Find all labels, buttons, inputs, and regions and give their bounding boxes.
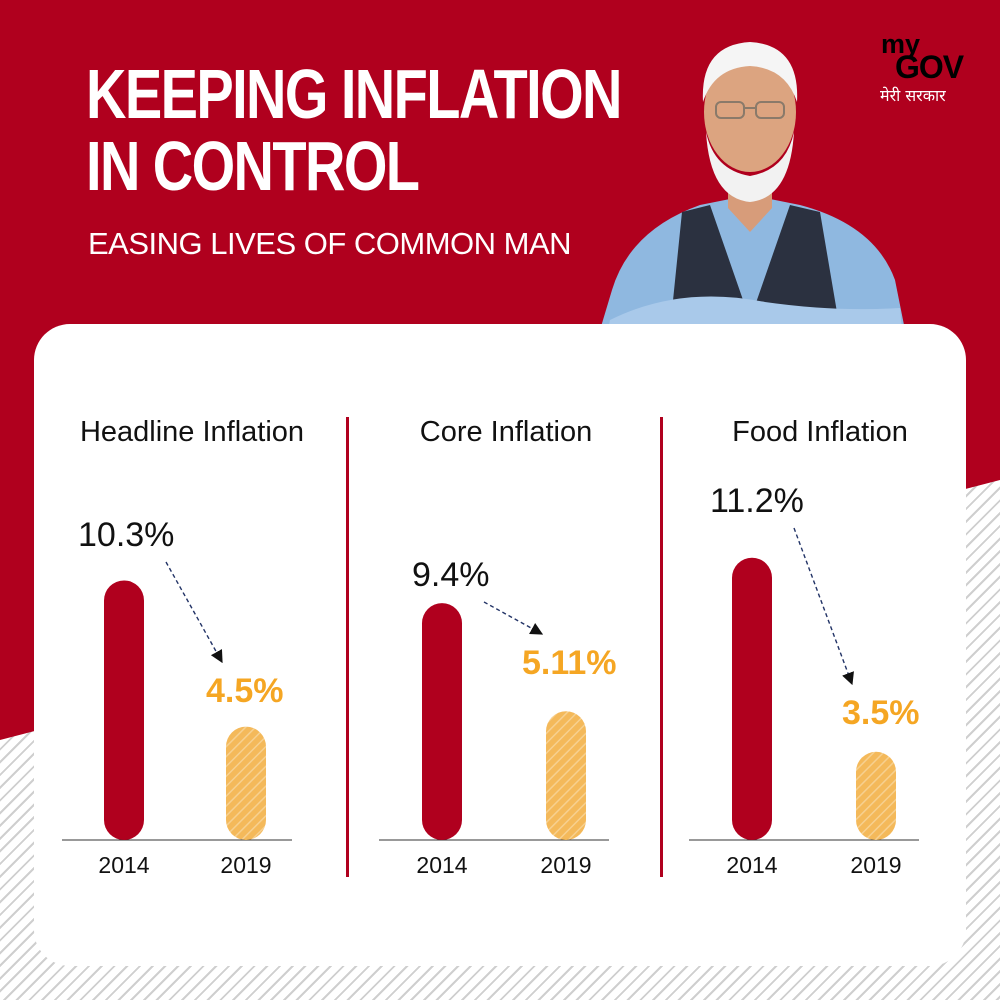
inflation-charts: 10.3% 4.5% 9.4% 5.11% 11.2% 3.5% [62,482,920,841]
logo-my-text: my [881,29,921,59]
food-bar-2019 [856,751,896,840]
core-2014-label: 2014 [416,852,468,878]
mygov-logo: my GOV मेरी सरकार [875,30,975,106]
title-line-1: KEEPING INFLATION [86,55,622,133]
food-trend-arrow [793,527,854,686]
headline-bar-2014 [104,580,144,840]
core-bar-2019 [546,711,586,840]
core-inflation-title: Core Inflation [419,416,593,448]
headline-bar-2019 [226,726,266,840]
title-line-2: IN CONTROL [86,127,420,205]
chart-card: Headline Inflation Core Inflation Food I… [34,324,966,966]
page-subtitle: EASING LIVES OF COMMON MAN [88,226,572,261]
headline-2019-label: 2019 [220,852,272,878]
food-value-label-2014: 11.2% [710,482,804,520]
page-title: KEEPING INFLATION IN CONTROL [86,55,622,205]
core-value-label-2019: 5.11% [522,644,617,682]
food-value-label-2019: 3.5% [842,694,920,732]
food-inflation-title: Food Inflation [732,416,908,448]
core-bar-2014 [422,603,462,840]
headline-value-label-2014: 10.3% [78,516,174,554]
portrait-image [600,42,905,330]
logo-gov-text: GOV [895,49,964,85]
panel-divider-1 [346,417,349,877]
headline-value-label-2019: 4.5% [206,672,284,710]
core-value-label-2014: 9.4% [412,556,490,594]
panel-divider-2 [660,417,663,877]
core-trend-arrow [483,601,544,635]
food-bar-2014 [732,557,772,840]
logo-tagline: मेरी सरकार [880,86,946,105]
headline-2014-label: 2014 [98,852,150,878]
headline-inflation-title: Headline Inflation [79,416,305,448]
core-2019-label: 2019 [540,852,592,878]
food-2019-label: 2019 [850,852,902,878]
headline-trend-arrow [165,561,223,664]
food-2014-label: 2014 [726,852,778,878]
